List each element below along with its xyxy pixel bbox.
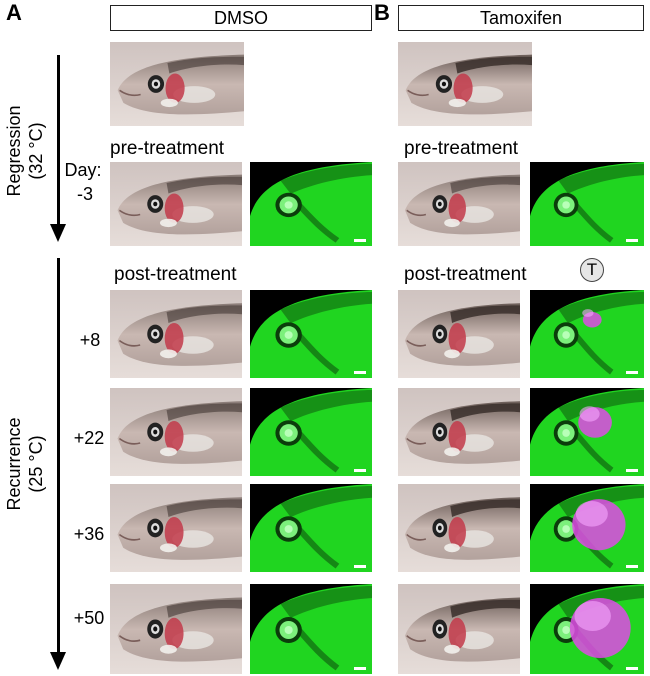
scale-bar	[626, 667, 638, 670]
dmso-fluorescence-day-plusminus-36	[250, 484, 372, 572]
dmso-fluorescence-day-plusminus-50	[250, 584, 372, 674]
tamoxifen-photo-day-plusminus-50	[398, 584, 520, 674]
scale-bar	[354, 565, 366, 568]
day-plus-8: +8	[79, 330, 101, 350]
regression-temp: (32 °C)	[26, 122, 46, 180]
recurrence-temp: (25 °C)	[26, 435, 46, 493]
panel-letter-b: B	[374, 0, 390, 25]
regression-label: Regression (32 °C)	[3, 81, 47, 221]
dmso-header-label: DMSO	[214, 7, 268, 28]
scale-bar	[626, 469, 638, 472]
dmso-fluorescence-day-minus-3	[250, 162, 372, 246]
tamoxifen-fluorescence-day-plusminus-22	[530, 388, 644, 476]
tamoxifen-fluorescence-day-minus-3	[530, 162, 644, 246]
dmso-post-caption: post-treatment	[114, 264, 237, 285]
regression-arrow-head	[50, 224, 66, 242]
tamoxifen-fluorescence-day-plusminus-36	[530, 484, 644, 572]
scale-bar	[354, 469, 366, 472]
day-plus-50: +50	[73, 608, 105, 628]
tamoxifen-start-photo	[398, 42, 532, 126]
scale-bar	[354, 667, 366, 670]
recurrence-label: Recurrence (25 °C)	[3, 394, 47, 534]
dmso-fluorescence-day-plusminus-22	[250, 388, 372, 476]
tamoxifen-post-caption: post-treatment	[404, 264, 527, 285]
tamoxifen-photo-day-plusminus-8	[398, 290, 520, 378]
tamoxifen-photo-day-minus-3	[398, 162, 520, 246]
tamoxifen-fluorescence-day-plusminus-50	[530, 584, 644, 674]
dmso-photo-day-minus-3	[110, 162, 242, 246]
regression-arrow-shaft	[57, 55, 60, 225]
regression-text: Regression	[4, 105, 24, 197]
dmso-photo-day-plusminus-22	[110, 388, 242, 476]
tamoxifen-pre-caption: pre-treatment	[404, 138, 519, 159]
treatment-badge-label: T	[586, 260, 598, 279]
dmso-start-photo	[110, 42, 244, 126]
tamoxifen-treatment-badge: T	[580, 258, 604, 282]
day-label: Day:	[64, 160, 102, 180]
dmso-photo-day-plusminus-36	[110, 484, 242, 572]
scale-bar	[354, 371, 366, 374]
dmso-photo-day-plusminus-50	[110, 584, 242, 674]
scale-bar	[626, 371, 638, 374]
scale-bar	[626, 565, 638, 568]
recurrence-text: Recurrence	[4, 417, 24, 511]
tamoxifen-photo-day-plusminus-36	[398, 484, 520, 572]
tamoxifen-header-label: Tamoxifen	[479, 7, 563, 28]
tamoxifen-photo-day-plusminus-22	[398, 388, 520, 476]
tamoxifen-fluorescence-day-plusminus-8	[530, 290, 644, 378]
dmso-photo-day-plusminus-8	[110, 290, 242, 378]
dmso-fluorescence-day-plusminus-8	[250, 290, 372, 378]
day-plus-22: +22	[73, 428, 105, 448]
day-minus-3: -3	[76, 184, 93, 204]
tamoxifen-header: Tamoxifen	[398, 5, 644, 31]
panel-letter-a: A	[6, 0, 22, 25]
dmso-header: DMSO	[110, 5, 372, 31]
recurrence-arrow-shaft	[57, 258, 60, 654]
scale-bar	[354, 239, 366, 242]
scale-bar	[626, 239, 638, 242]
recurrence-arrow-head	[50, 652, 66, 670]
dmso-pre-caption: pre-treatment	[110, 138, 225, 159]
day-plus-36: +36	[73, 524, 105, 544]
